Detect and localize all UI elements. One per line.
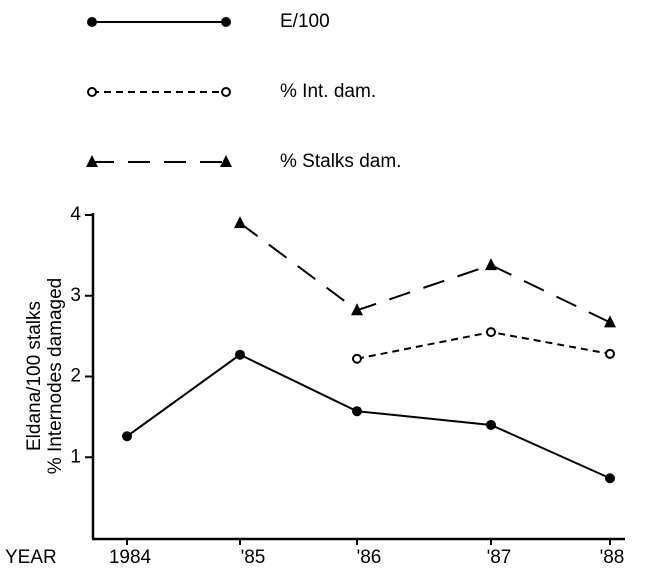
point: [221, 87, 231, 97]
point: [122, 431, 132, 442]
point: [351, 303, 363, 316]
point: [485, 258, 497, 271]
point: [87, 17, 97, 27]
point: [234, 216, 246, 229]
y-tick-label: 1: [70, 446, 81, 467]
y-tick-label: 2: [70, 366, 81, 387]
point: [352, 406, 362, 417]
point: [486, 419, 496, 430]
legend-label: E/100: [280, 11, 330, 32]
x-tick-label: '88: [600, 547, 625, 568]
x-axis-label: YEAR: [5, 547, 57, 568]
y-axis-label: Eldana/100 stalks: [24, 301, 45, 451]
x-tick-label: '87: [487, 547, 512, 568]
legend-label: % Int. dam.: [280, 81, 376, 102]
x-tick-label: '86: [357, 547, 382, 568]
y-tick-label: 4: [70, 204, 81, 225]
point: [87, 87, 97, 97]
legend-label: % Stalks dam.: [280, 151, 401, 172]
point: [220, 155, 232, 167]
point: [86, 155, 98, 167]
y-axis-label: % Internodes damaged: [45, 278, 66, 474]
point: [605, 473, 615, 484]
point: [221, 17, 231, 27]
x-tick-label: '85: [241, 547, 266, 568]
point: [235, 349, 245, 360]
point: [604, 315, 616, 328]
point: [605, 348, 615, 359]
series-line: [126, 353, 611, 480]
series-line: [356, 331, 611, 360]
x-tick-label: 1984: [109, 547, 152, 568]
point: [352, 353, 362, 364]
y-tick-label: 3: [70, 285, 81, 306]
series-line: [239, 222, 611, 324]
point: [486, 327, 496, 338]
